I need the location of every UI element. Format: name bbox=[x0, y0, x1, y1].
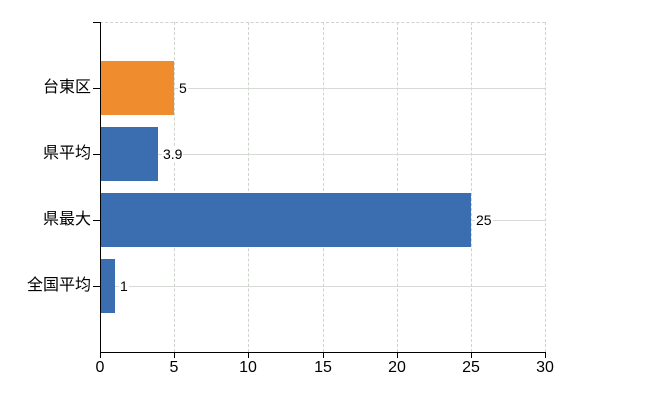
h-gridline bbox=[100, 286, 545, 287]
x-axis-tick bbox=[397, 352, 398, 358]
category-label: 全国平均 bbox=[26, 277, 91, 294]
v-gridline bbox=[471, 22, 472, 352]
v-gridline bbox=[545, 22, 546, 352]
v-gridline bbox=[323, 22, 324, 352]
value-label: 3.9 bbox=[162, 146, 184, 162]
v-gridline bbox=[397, 22, 398, 352]
x-tick-label: 30 bbox=[536, 359, 554, 376]
bar bbox=[101, 193, 471, 247]
bar bbox=[101, 61, 174, 115]
x-axis-tick bbox=[248, 352, 249, 358]
bar bbox=[101, 127, 158, 181]
v-gridline bbox=[248, 22, 249, 352]
value-label: 1 bbox=[119, 278, 129, 294]
x-tick-label: 10 bbox=[239, 359, 257, 376]
x-tick-label: 15 bbox=[314, 359, 332, 376]
x-axis-tick bbox=[545, 352, 546, 358]
x-tick-label: 25 bbox=[462, 359, 480, 376]
x-tick-label: 20 bbox=[388, 359, 406, 376]
value-label: 5 bbox=[178, 80, 188, 96]
category-label: 台東区 bbox=[42, 79, 91, 96]
x-tick-label: 5 bbox=[169, 359, 179, 376]
category-label: 県平均 bbox=[42, 145, 91, 162]
plot-top-border bbox=[100, 22, 545, 23]
h-gridline bbox=[100, 88, 545, 89]
x-axis-tick bbox=[323, 352, 324, 358]
x-tick-label: 0 bbox=[95, 359, 105, 376]
x-axis-tick bbox=[100, 352, 101, 358]
x-axis-tick bbox=[174, 352, 175, 358]
v-gridline bbox=[174, 22, 175, 352]
y-axis-line bbox=[100, 22, 101, 353]
y-axis-top-tick bbox=[93, 22, 100, 23]
category-tick bbox=[93, 88, 100, 89]
value-label: 25 bbox=[475, 212, 493, 228]
bar bbox=[101, 259, 115, 313]
category-tick bbox=[93, 154, 100, 155]
h-gridline bbox=[100, 154, 545, 155]
category-tick bbox=[93, 286, 100, 287]
x-axis-tick bbox=[471, 352, 472, 358]
category-label: 県最大 bbox=[42, 211, 91, 228]
category-tick bbox=[93, 220, 100, 221]
